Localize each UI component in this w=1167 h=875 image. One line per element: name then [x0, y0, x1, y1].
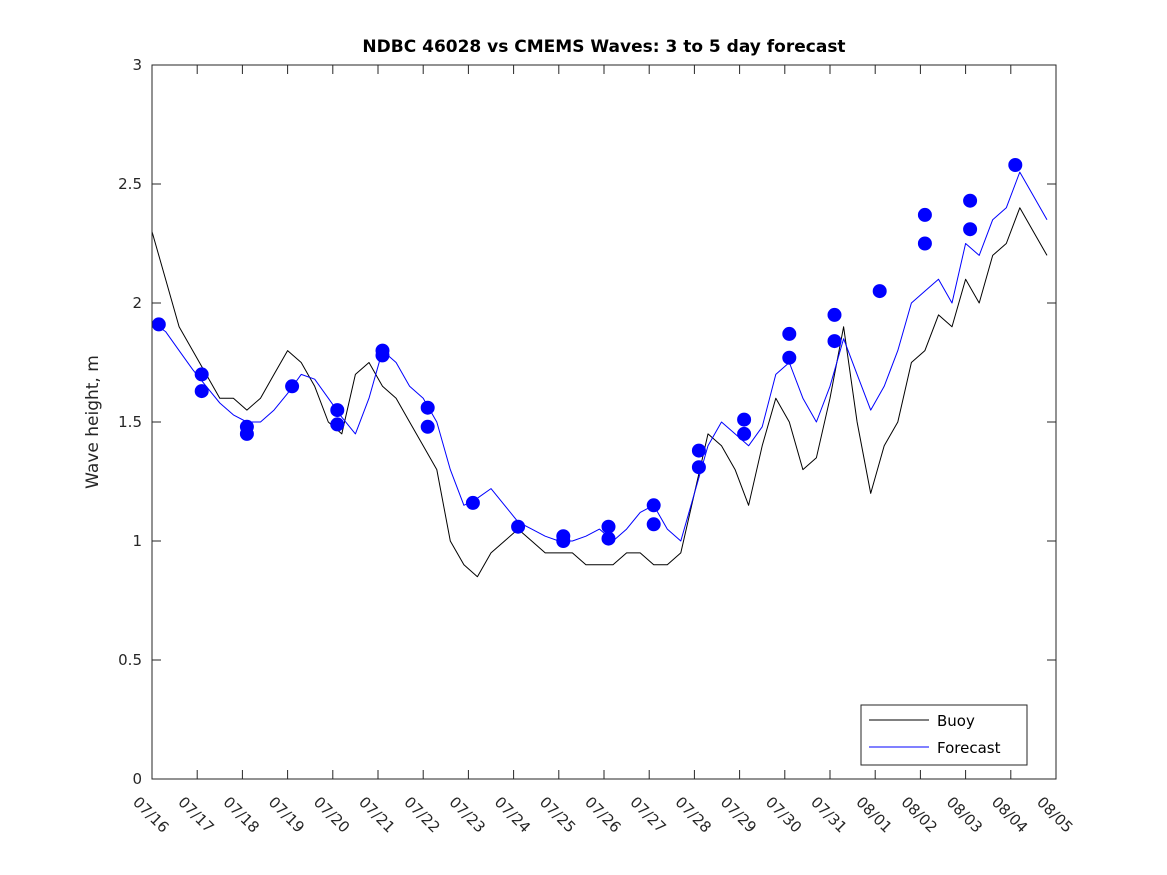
- forecast-marker: [465, 495, 480, 510]
- forecast-marker: [872, 284, 887, 299]
- series-layer: [151, 171, 1048, 578]
- forecast-marker: [917, 236, 932, 251]
- forecast-marker: [827, 307, 842, 322]
- forecast-marker: [737, 412, 752, 427]
- forecast-marker: [782, 326, 797, 341]
- chart-title: NDBC 46028 vs CMEMS Waves: 3 to 5 day fo…: [362, 37, 845, 57]
- forecast-marker: [330, 417, 345, 432]
- series-line-forecast: [151, 171, 1048, 542]
- forecast-marker: [420, 419, 435, 434]
- forecast-marker: [239, 426, 254, 441]
- forecast-marker: [917, 207, 932, 222]
- forecast-marker: [601, 519, 616, 534]
- forecast-marker: [375, 348, 390, 363]
- forecast-marker: [782, 350, 797, 365]
- forecast-marker: [556, 534, 571, 548]
- legend-buoy-label: Buoy: [937, 712, 975, 730]
- forecast-marker: [511, 519, 526, 534]
- legend: Buoy Forecast: [860, 704, 1028, 766]
- y-tick-label: 0.5: [118, 651, 142, 669]
- y-tick-label: 2.5: [118, 175, 142, 193]
- marker-layer: [151, 158, 1023, 548]
- forecast-marker: [691, 443, 706, 458]
- y-tick-label: 3: [132, 56, 142, 74]
- y-axis-label: Wave height, m: [83, 355, 103, 489]
- forecast-marker: [194, 367, 209, 382]
- y-tick-label: 2: [132, 294, 142, 312]
- forecast-marker: [285, 379, 300, 394]
- forecast-marker: [691, 460, 706, 475]
- forecast-marker: [646, 498, 661, 513]
- plot-area: [152, 65, 1056, 779]
- forecast-marker: [151, 317, 166, 332]
- y-tick-label: 1: [132, 532, 142, 550]
- forecast-marker: [420, 400, 435, 415]
- forecast-marker: [827, 334, 842, 349]
- y-tick-label: 1.5: [118, 413, 142, 431]
- forecast-marker: [1008, 158, 1023, 172]
- forecast-marker: [963, 222, 978, 237]
- series-line-buoy: [151, 207, 1048, 578]
- forecast-marker: [963, 193, 978, 208]
- forecast-marker: [330, 403, 345, 418]
- legend-forecast-label: Forecast: [937, 739, 1001, 757]
- legend-box: [860, 704, 1028, 766]
- y-tick-label: 0: [132, 770, 142, 788]
- y-axis: 0 0.5 1 1.5 2 2.5 3: [118, 56, 1056, 788]
- forecast-marker: [194, 384, 209, 399]
- forecast-marker: [601, 531, 616, 546]
- forecast-marker: [737, 426, 752, 441]
- forecast-marker: [646, 517, 661, 532]
